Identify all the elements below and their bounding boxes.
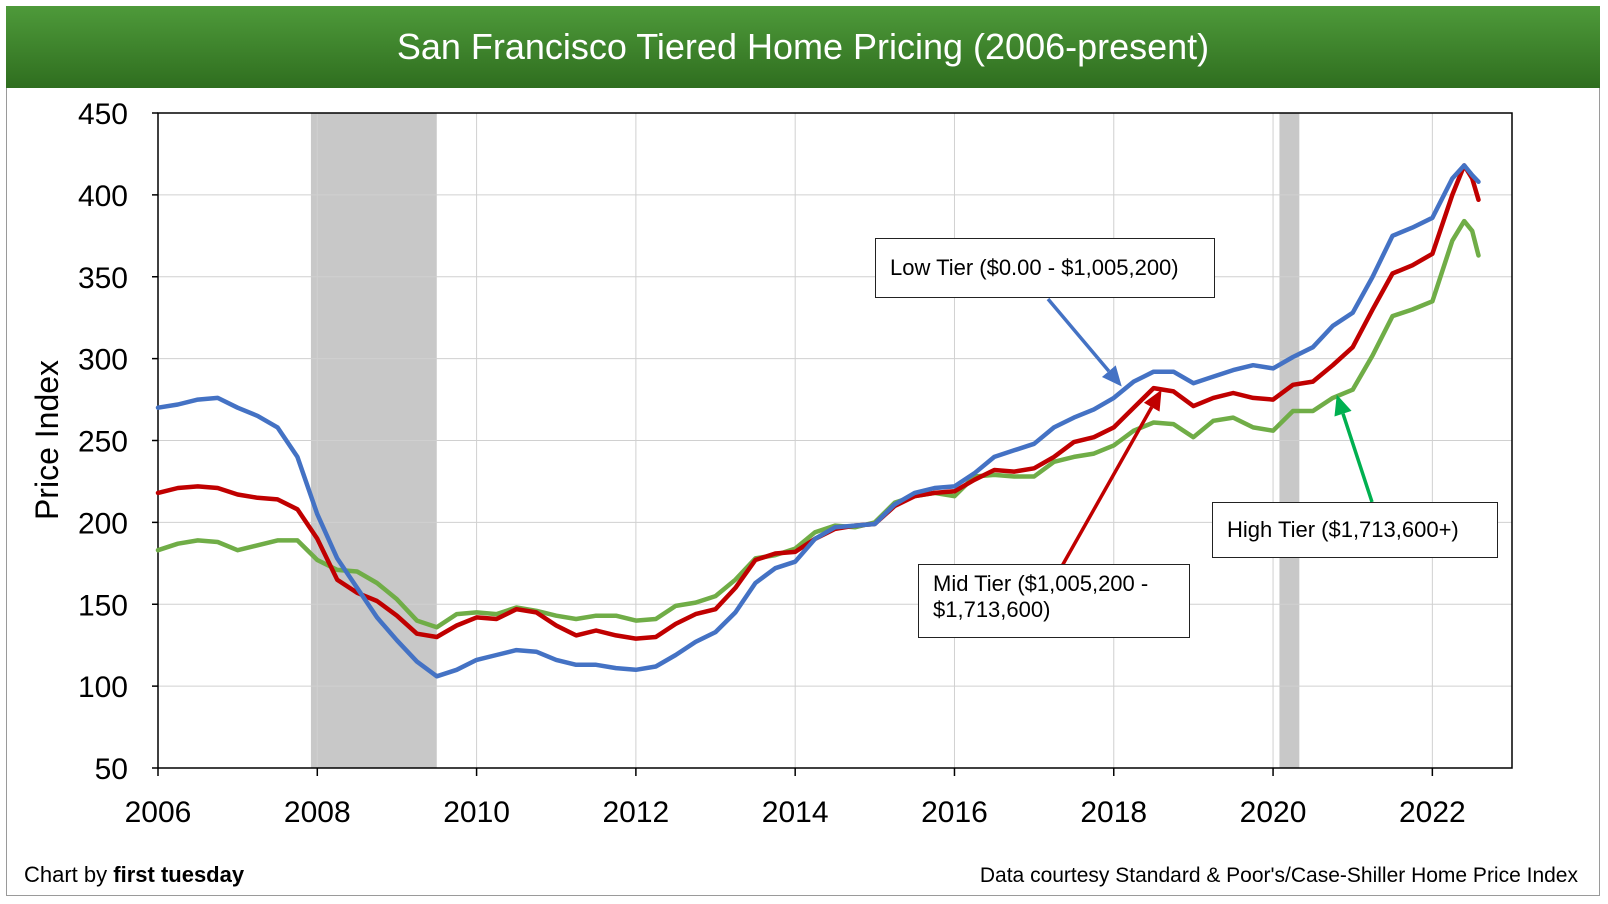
y-tick-label-350: 350 [78, 262, 128, 295]
mid-tier-callout-line-1: Mid Tier ($1,005,200 - [933, 571, 1149, 596]
x-tick-label-2014: 2014 [762, 796, 829, 829]
mid-tier-arrow-shaft [1060, 406, 1154, 567]
high-tier-arrow-shaft [1341, 413, 1374, 503]
chart-title: San Francisco Tiered Home Pricing (2006-… [396, 26, 1210, 67]
x-tick-label-2008: 2008 [284, 796, 351, 829]
mid-tier-callout: Mid Tier ($1,005,200 - $1,713,600) [918, 564, 1190, 638]
x-tick-label-2012: 2012 [603, 796, 670, 829]
high-tier-arrow [1334, 394, 1374, 503]
y-tick-label-200: 200 [78, 507, 128, 540]
chart-credit-brand: first tuesday [113, 862, 245, 887]
low-tier-line [155, 163, 1481, 679]
x-tick-label-2006: 2006 [125, 796, 192, 829]
x-tick-label-2020: 2020 [1240, 796, 1307, 829]
y-tick-label-300: 300 [78, 344, 128, 377]
chart-frame [6, 6, 1600, 896]
y-tick-label-250: 250 [78, 426, 128, 459]
y-tick-label-100: 100 [78, 671, 128, 704]
chart-credit: Chart by first tuesday [24, 862, 244, 888]
x-tick-label-2016: 2016 [921, 796, 988, 829]
x-tick-label-2010: 2010 [443, 796, 510, 829]
x-tick-label-2018: 2018 [1080, 796, 1147, 829]
title-bar: San Francisco Tiered Home Pricing (2006-… [6, 6, 1600, 88]
high-tier-callout-text: High Tier ($1,713,600+) [1227, 517, 1459, 542]
y-axis-label: Price Index [29, 360, 65, 520]
mid-tier-arrow-head [1143, 389, 1162, 412]
chart-credit-prefix: Chart by [24, 862, 114, 887]
low-tier-callout: Low Tier ($0.00 - $1,005,200) [875, 238, 1215, 298]
low-tier-arrow-shaft [1046, 297, 1111, 373]
data-source-note: Data courtesy Standard & Poor's/Case-Shi… [979, 864, 1578, 887]
low-tier-arrow-head [1101, 365, 1122, 387]
y-tick-label-400: 400 [78, 180, 128, 213]
mid-tier-arrow [1060, 389, 1162, 567]
y-tick-label-50: 50 [95, 753, 128, 786]
y-tick-label-150: 150 [78, 589, 128, 622]
mid-tier-callout-line-2: $1,713,600) [933, 597, 1051, 622]
high-tier-arrow-head [1334, 394, 1352, 417]
x-tick-label-2022: 2022 [1399, 796, 1466, 829]
high-tier-callout: High Tier ($1,713,600+) [1212, 502, 1498, 558]
low-tier-callout-text: Low Tier ($0.00 - $1,005,200) [890, 255, 1179, 280]
y-tick-label-450: 450 [78, 98, 128, 131]
low-tier-arrow [1046, 297, 1122, 387]
